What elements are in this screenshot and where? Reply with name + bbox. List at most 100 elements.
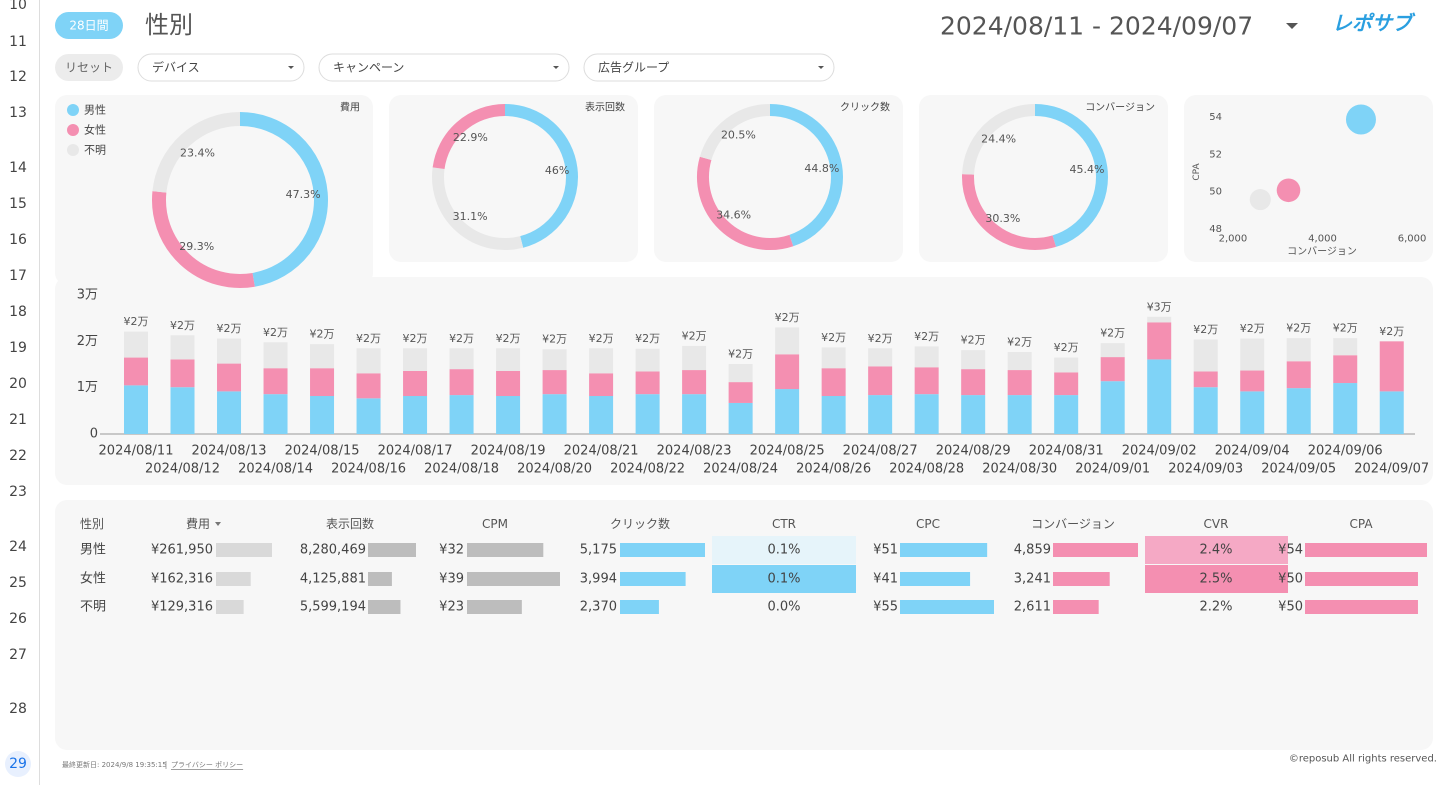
bar-segment bbox=[728, 402, 753, 434]
bar-segment bbox=[170, 387, 195, 434]
filter-dropdown[interactable] bbox=[318, 53, 570, 82]
column-header[interactable]: 表示回数 bbox=[326, 516, 374, 531]
x-tick-label: 2,000 bbox=[1219, 234, 1248, 245]
bar-segment bbox=[1333, 355, 1358, 384]
x-tick-label: 2024/08/18 bbox=[424, 462, 499, 477]
column-header[interactable]: 性別 bbox=[80, 517, 104, 531]
filter-label[interactable]: 広告グループ bbox=[598, 61, 669, 75]
bar-segment bbox=[1100, 357, 1125, 382]
y-tick-label: 0 bbox=[90, 427, 98, 442]
column-header[interactable]: CPA bbox=[1349, 517, 1373, 531]
bar-segment bbox=[1147, 316, 1172, 323]
donut-segment bbox=[504, 104, 578, 248]
bar-segment bbox=[1286, 338, 1311, 362]
table-cell: 0.0% bbox=[767, 600, 800, 615]
row-number: 17 bbox=[9, 268, 27, 284]
bar-segment bbox=[449, 395, 474, 434]
bar-segment bbox=[1379, 391, 1404, 434]
sort-arrow[interactable] bbox=[215, 522, 221, 526]
table-cell: 男性 bbox=[80, 543, 106, 558]
data-label: 22.9% bbox=[453, 131, 488, 144]
dropdown-arrow[interactable] bbox=[553, 66, 559, 69]
x-tick-label: 2024/08/29 bbox=[936, 444, 1011, 459]
x-tick-label: 2024/09/02 bbox=[1122, 444, 1197, 459]
x-tick-label: 2024/08/27 bbox=[843, 444, 918, 459]
x-tick-label: 2024/08/31 bbox=[1029, 444, 1104, 459]
total-label: ¥2万 bbox=[496, 332, 521, 345]
y-tick-label: 52 bbox=[1209, 149, 1222, 160]
bar-segment bbox=[1100, 381, 1125, 434]
data-bar bbox=[467, 600, 522, 614]
data-label: 24.4% bbox=[981, 133, 1016, 146]
bar-segment bbox=[868, 395, 893, 434]
x-tick-label: 2024/08/12 bbox=[145, 462, 220, 477]
donut-segment bbox=[697, 156, 794, 250]
filter-dropdown[interactable] bbox=[137, 53, 305, 82]
bar-segment bbox=[1100, 343, 1125, 358]
bar-segment bbox=[1007, 351, 1032, 371]
x-tick-label: 2024/09/03 bbox=[1168, 462, 1243, 477]
table-cell: ¥129,316 bbox=[151, 600, 213, 615]
x-tick-label: 2024/08/23 bbox=[657, 444, 732, 459]
filter-label[interactable]: キャンペーン bbox=[333, 61, 404, 75]
data-label: 47.3% bbox=[286, 188, 321, 201]
bar-segment bbox=[356, 373, 381, 399]
data-bar bbox=[368, 543, 416, 557]
total-label: ¥2万 bbox=[728, 348, 753, 361]
bar-segment bbox=[310, 344, 335, 369]
reset-label[interactable]: リセット bbox=[65, 61, 113, 75]
bar-segment bbox=[914, 367, 939, 395]
column-header[interactable]: CTR bbox=[772, 517, 796, 531]
bubble bbox=[1345, 104, 1376, 135]
dropdown-arrow[interactable] bbox=[1286, 23, 1298, 29]
data-bar bbox=[216, 572, 251, 586]
column-header[interactable]: 費用 bbox=[186, 516, 210, 531]
dropdown-arrow[interactable] bbox=[818, 66, 824, 69]
total-label: ¥2万 bbox=[1193, 323, 1218, 336]
period[interactable]: 28日間 bbox=[69, 19, 108, 33]
bar-segment bbox=[1007, 370, 1032, 396]
table-cell: 3,241 bbox=[1014, 572, 1051, 587]
data-bar bbox=[1305, 543, 1427, 557]
donut-segment bbox=[432, 104, 506, 170]
column-header[interactable]: コンバージョン bbox=[1031, 517, 1115, 531]
total-label: ¥2万 bbox=[589, 332, 614, 345]
table-cell: ¥23 bbox=[439, 600, 464, 615]
date-range[interactable]: 2024/08/11 - 2024/09/07 bbox=[940, 12, 1253, 41]
row-number: 20 bbox=[9, 376, 27, 392]
period-pill[interactable] bbox=[55, 12, 123, 39]
column-header[interactable]: CPM bbox=[482, 517, 508, 531]
data-label: 46% bbox=[545, 164, 569, 177]
bar-segment bbox=[124, 385, 149, 434]
bar-segment bbox=[775, 354, 800, 390]
column-header[interactable]: CVR bbox=[1204, 517, 1229, 531]
bar-segment bbox=[170, 335, 195, 360]
reset-button[interactable] bbox=[55, 54, 123, 81]
x-tick-label: 2024/08/20 bbox=[517, 462, 592, 477]
y-tick-label: 1万 bbox=[77, 380, 98, 395]
row-number: 15 bbox=[9, 196, 27, 212]
filter-dropdown[interactable] bbox=[583, 53, 835, 82]
total-label: ¥2万 bbox=[914, 330, 939, 343]
table-cell: 2.4% bbox=[1199, 543, 1232, 558]
donut-segment bbox=[962, 174, 1057, 250]
data-label: 34.6% bbox=[716, 208, 751, 221]
bar-segment bbox=[914, 394, 939, 434]
filter-label[interactable]: デバイス bbox=[152, 60, 200, 75]
table-cell: 2,611 bbox=[1014, 600, 1051, 615]
total-label: ¥2万 bbox=[217, 322, 242, 335]
bar-segment bbox=[542, 349, 567, 371]
data-label: 45.4% bbox=[1070, 163, 1105, 176]
data-bar bbox=[467, 572, 560, 586]
page-title: 性別 bbox=[145, 11, 193, 39]
column-header[interactable]: CPC bbox=[916, 517, 940, 531]
row-number: 24 bbox=[9, 539, 27, 555]
dropdown-arrow[interactable] bbox=[288, 66, 294, 69]
table-cell: ¥50 bbox=[1278, 600, 1303, 615]
column-header[interactable]: クリック数 bbox=[610, 516, 670, 531]
privacy-link[interactable]: プライバシー ポリシー bbox=[171, 761, 243, 769]
total-label: ¥2万 bbox=[403, 332, 428, 345]
heat-cell bbox=[1145, 565, 1288, 593]
